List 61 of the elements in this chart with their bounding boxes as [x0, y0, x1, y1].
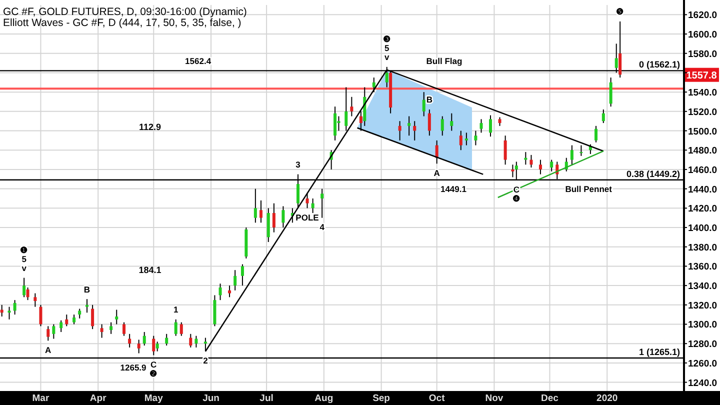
y-tick-label: 1380.0	[688, 242, 718, 254]
annotation: ❷	[150, 368, 158, 378]
annotation: Bull Pennet	[565, 184, 612, 194]
annotation: 1557.8	[686, 70, 718, 82]
x-tick-label: May	[144, 393, 164, 404]
y-tick-label: 1280.0	[688, 339, 718, 350]
y-tick-label: 1340.0	[688, 281, 718, 292]
chart-title: GC #F, GOLD FUTURES, D, 09:30-16:00 (Dynamic)	[3, 6, 247, 18]
annotation: Bull Flag	[426, 56, 462, 66]
annotation: B	[426, 94, 432, 105]
y-tick-label: 1480.0	[688, 146, 718, 157]
annotation: v	[384, 52, 390, 62]
x-tick-label: Aug	[314, 393, 334, 404]
x-tick-label: Apr	[90, 393, 107, 404]
annotation: 5	[384, 43, 390, 54]
annotation: 1449.1	[440, 184, 467, 194]
y-tick-label: 1400.0	[688, 223, 718, 234]
ref-line-label: 0 (1562.1)	[638, 60, 680, 70]
annotation: ❶	[20, 245, 28, 256]
annotation: C	[150, 359, 157, 370]
annotation: ❸	[382, 34, 391, 44]
y-tick-label: 1600.0	[688, 30, 718, 41]
annotation: ❺	[616, 6, 624, 17]
annotation: B	[84, 284, 90, 294]
text: Elliott Waves - GC #F, D (444, 17, 50, 5, 35, false, )	[3, 17, 242, 29]
y-tick-label: 1420.0	[688, 204, 718, 215]
y-tick-label: 1520.0	[688, 106, 718, 118]
annotation: 3	[296, 160, 301, 170]
x-tick-label: Jun	[202, 393, 220, 404]
annotation: POLE	[296, 212, 320, 222]
x-tick-label: Dec	[541, 393, 558, 404]
y-tick-label: 1460.0	[688, 164, 718, 176]
ref-line-label: 0.38 (1449.2)	[626, 168, 680, 179]
annotation: ❹	[512, 193, 520, 204]
x-tick-label: Mar	[32, 393, 50, 404]
y-tick-label: 1240.0	[688, 378, 718, 389]
annotation: A	[45, 344, 52, 355]
x-tick-label: Jul	[260, 393, 274, 404]
annotation: v	[22, 263, 27, 274]
x-tick-label: Sep	[372, 393, 390, 404]
annotation: 4	[320, 222, 325, 232]
y-tick-label: 1500.0	[688, 126, 718, 138]
y-tick-label: 1440.0	[688, 184, 718, 196]
annotation: A	[434, 168, 440, 178]
annotation: 5	[22, 254, 27, 264]
annotation: 1562.4	[185, 56, 212, 66]
y-tick-label: 1580.0	[688, 48, 718, 60]
ref-line-label: 1 (1265.1)	[638, 347, 680, 358]
annotation: 1265.9	[120, 362, 147, 372]
y-tick-label: 1320.0	[688, 300, 718, 312]
x-tick-label: Oct	[428, 393, 446, 404]
y-tick-label: 1260.0	[688, 358, 718, 370]
annotation: 184.1	[138, 265, 162, 275]
x-tick-label: 2020	[596, 393, 618, 404]
x-tick-label: Nov	[485, 393, 504, 404]
y-tick-label: 1540.0	[688, 88, 718, 99]
annotation: 112.9	[138, 122, 162, 132]
y-tick-label: 1360.0	[688, 262, 718, 273]
annotation: 1	[173, 304, 178, 315]
y-tick-label: 1300.0	[688, 320, 718, 331]
y-tick-label: 1620.0	[688, 10, 718, 22]
